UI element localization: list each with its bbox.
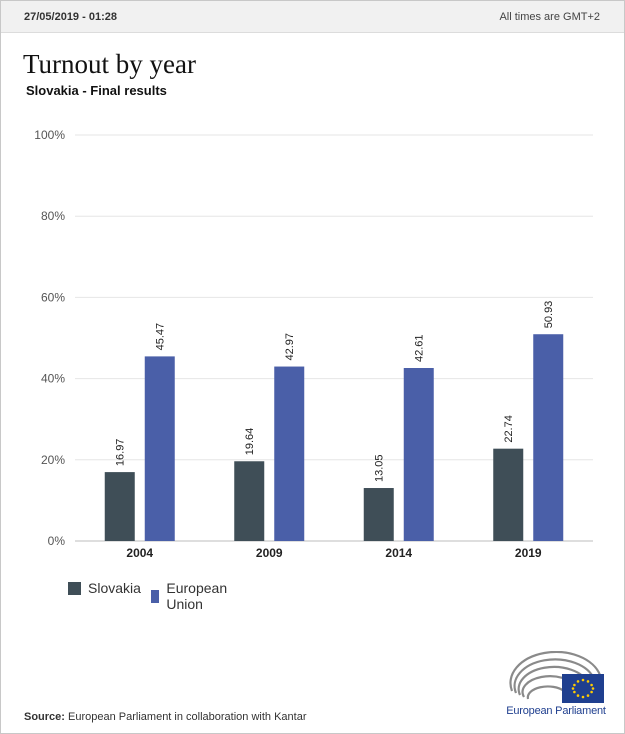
source-text: European Parliament in collaboration wit… bbox=[64, 711, 307, 723]
legend-label-slovakia: Slovakia bbox=[88, 580, 141, 596]
data-label: 42.61 bbox=[414, 334, 426, 362]
bar-slovakia-2014 bbox=[363, 488, 394, 541]
y-tick-label: 20% bbox=[41, 453, 65, 467]
bar-european-union-2019 bbox=[533, 334, 564, 541]
bar-slovakia-2009 bbox=[234, 461, 265, 541]
chart-title: Turnout by year bbox=[23, 49, 196, 79]
timestamp: 27/05/2019 - 01:28 bbox=[24, 11, 117, 23]
data-label: 50.93 bbox=[543, 301, 555, 329]
x-tick-label: 2004 bbox=[126, 546, 153, 560]
bar-european-union-2009 bbox=[274, 366, 305, 541]
timezone-note: All times are GMT+2 bbox=[499, 11, 600, 23]
data-label: 45.47 bbox=[155, 323, 167, 351]
bar-european-union-2004 bbox=[144, 356, 175, 541]
data-label: 22.74 bbox=[503, 415, 515, 443]
y-tick-label: 0% bbox=[48, 534, 66, 548]
top-bar: 27/05/2019 - 01:28 All times are GMT+2 bbox=[1, 1, 624, 33]
y-tick-label: 60% bbox=[41, 290, 65, 304]
legend-item-slovakia[interactable]: Slovakia bbox=[68, 580, 141, 596]
y-tick-label: 100% bbox=[34, 128, 65, 142]
data-label: 16.97 bbox=[115, 439, 127, 467]
european-parliament-logo bbox=[509, 651, 604, 703]
data-label: 13.05 bbox=[374, 454, 386, 482]
x-tick-label: 2009 bbox=[256, 546, 283, 560]
legend-swatch-european-union bbox=[151, 589, 160, 603]
legend-swatch-slovakia bbox=[68, 581, 81, 595]
x-tick-label: 2019 bbox=[515, 546, 542, 560]
source-label: Source: bbox=[24, 711, 65, 723]
data-label: 42.97 bbox=[284, 333, 296, 361]
legend-item-european-union[interactable]: European Union bbox=[151, 580, 232, 612]
y-tick-label: 80% bbox=[41, 209, 65, 223]
legend-label-european-union: European Union bbox=[166, 580, 228, 612]
source-note: Source: European Parliament in collabora… bbox=[24, 711, 307, 723]
x-tick-label: 2014 bbox=[385, 546, 412, 560]
y-tick-label: 40% bbox=[41, 372, 65, 386]
bar-european-union-2014 bbox=[403, 368, 434, 541]
chart-subtitle: Slovakia - Final results bbox=[26, 83, 167, 98]
data-label: 19.64 bbox=[244, 428, 256, 456]
bar-slovakia-2019 bbox=[493, 448, 524, 541]
european-parliament-logo-text: European Parliament bbox=[506, 705, 606, 717]
bar-chart: 0% 20% 40% 60% 80% 100% 16.97 45.47 2004 19.64 42.… bbox=[34, 128, 593, 560]
bar-slovakia-2004 bbox=[104, 472, 135, 541]
